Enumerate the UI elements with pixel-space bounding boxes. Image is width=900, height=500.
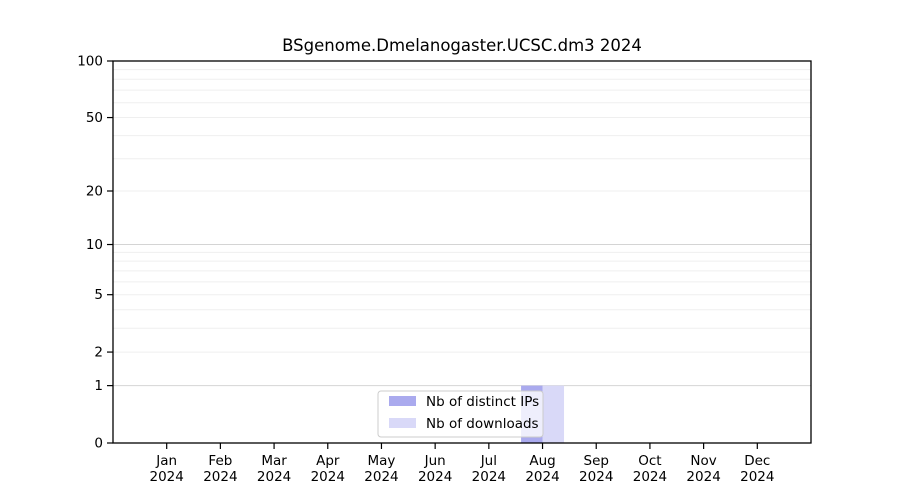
bar-downloads (542, 385, 565, 443)
x-tick-label-month: May (368, 453, 396, 469)
x-tick-label-month: Aug (529, 453, 555, 469)
y-tick-label: 1 (94, 378, 103, 394)
x-tick-label-month: Oct (638, 453, 661, 469)
legend-swatch (389, 396, 416, 406)
legend-swatch (389, 418, 416, 428)
x-tick-label-month: Sep (584, 453, 609, 469)
x-tick-label-year: 2024 (257, 469, 291, 485)
x-tick-label-year: 2024 (418, 469, 452, 485)
plot-frame (112, 60, 812, 444)
x-tick-label-year: 2024 (686, 469, 720, 485)
x-tick-label-month: Jun (424, 453, 446, 469)
x-tick-label-month: Dec (744, 453, 770, 469)
legend-box (377, 390, 544, 438)
x-tick-label-year: 2024 (525, 469, 559, 485)
y-tick-label: 0 (94, 436, 103, 452)
y-tick-label: 5 (94, 287, 103, 303)
y-tick-label: 2 (94, 345, 103, 361)
x-tick-label-month: Mar (261, 453, 287, 469)
y-tick-label: 50 (86, 110, 103, 126)
x-tick-label-month: Jul (480, 453, 497, 469)
chart-title: BSgenome.Dmelanogaster.UCSC.dm3 2024 (282, 36, 642, 55)
x-tick-label-year: 2024 (579, 469, 613, 485)
x-tick-label-year: 2024 (740, 469, 774, 485)
x-tick-label-month: Jan (155, 453, 177, 469)
x-tick-label-month: Nov (690, 453, 716, 469)
y-tick-label: 10 (86, 237, 103, 253)
x-tick-label-year: 2024 (203, 469, 237, 485)
x-tick-label-year: 2024 (150, 469, 184, 485)
tick-labels: 0125102050100Jan2024Feb2024Mar2024Apr202… (77, 54, 774, 486)
y-tick-label: 20 (86, 184, 103, 200)
x-tick-label-month: Feb (208, 453, 232, 469)
legend-label: Nb of distinct IPs (426, 394, 539, 410)
x-tick-label-month: Apr (316, 453, 340, 469)
legend: Nb of distinct IPs Nb of downloads (377, 390, 544, 438)
grid-lines (113, 60, 811, 387)
x-tick-label-year: 2024 (311, 469, 345, 485)
x-tick-label-year: 2024 (364, 469, 398, 485)
x-tick-label-year: 2024 (633, 469, 667, 485)
legend-label: Nb of downloads (426, 416, 539, 432)
axes (107, 60, 812, 449)
y-tick-label: 100 (77, 54, 103, 70)
x-tick-label-year: 2024 (472, 469, 506, 485)
